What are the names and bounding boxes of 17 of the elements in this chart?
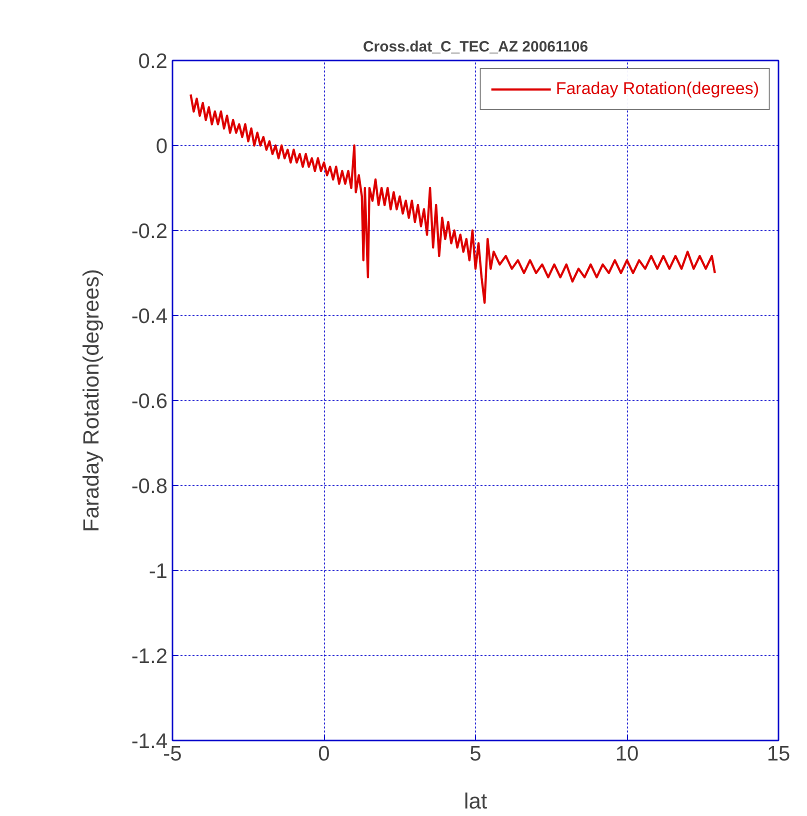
- y-tick-label: -1: [148, 560, 168, 583]
- y-axis-title: Faraday Rotation(degrees): [78, 269, 104, 532]
- chart-title: Cross.dat_C_TEC_AZ 20061106: [362, 38, 588, 56]
- y-tick-label: -0.2: [131, 220, 168, 243]
- x-tick-label: 15: [766, 742, 790, 766]
- legend-label: Faraday Rotation(degrees): [556, 79, 759, 99]
- y-tick-label: -0.6: [131, 390, 168, 413]
- x-tick-label: 0: [318, 742, 330, 766]
- y-tick-label: 0.2: [138, 50, 168, 73]
- y-tick-label: -1.4: [131, 730, 168, 753]
- y-tick-label: -0.8: [131, 475, 168, 498]
- y-tick-label: -0.4: [131, 305, 168, 328]
- x-tick-label: 10: [615, 742, 639, 766]
- x-axis-title: lat: [464, 788, 488, 814]
- y-tick-label: 0: [156, 135, 168, 158]
- y-tick-label: -1.2: [131, 645, 168, 668]
- x-tick-label: 5: [470, 742, 482, 766]
